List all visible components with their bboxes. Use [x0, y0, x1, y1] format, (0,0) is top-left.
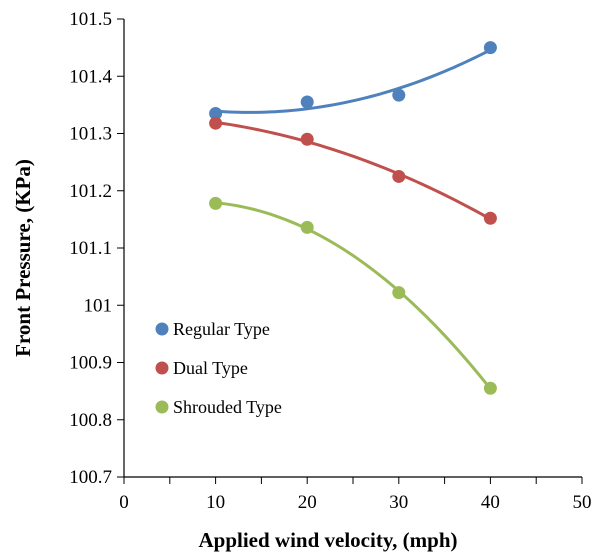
trend-line [215, 48, 492, 114]
trend-line [215, 201, 492, 390]
legend: Regular Type Dual Type Shrouded Type [155, 319, 282, 417]
data-point [209, 116, 223, 130]
x-tick-label: 10 [206, 492, 225, 513]
data-point [209, 196, 223, 210]
x-tick-label: 20 [298, 492, 317, 513]
data-point [392, 88, 406, 102]
y-tick-label: 101.5 [69, 9, 112, 30]
data-point [300, 220, 314, 234]
data-point [209, 106, 223, 120]
data-point [392, 286, 406, 300]
legend-label: Regular Type [173, 319, 270, 339]
data-point [300, 95, 314, 109]
y-tick-label: 101.3 [69, 124, 112, 145]
y-tick-label: 101.1 [69, 238, 112, 259]
legend-marker [155, 361, 169, 375]
data-point [483, 381, 497, 395]
x-tick-label: 40 [481, 492, 500, 513]
x-tick-label: 30 [389, 492, 408, 513]
legend-marker [155, 322, 169, 336]
trend-line [215, 120, 492, 221]
legend-label: Dual Type [173, 358, 248, 378]
x-tick-label: 50 [573, 492, 592, 513]
legend-label: Shrouded Type [173, 397, 282, 417]
y-tick-label: 101.4 [69, 66, 112, 87]
x-axis-title: Applied wind velocity, (mph) [198, 528, 457, 552]
y-axis-title: Front Pressure, (KPa) [11, 159, 35, 357]
trend-lines [215, 48, 492, 390]
data-point [300, 132, 314, 146]
y-tick-label: 100.8 [69, 410, 112, 431]
y-tick-label: 101 [84, 295, 113, 316]
y-ticks: 100.7 100.8 100.9 101 101.1 101.2 101.3 101.4 10… [69, 9, 124, 488]
y-tick-label: 100.9 [69, 353, 112, 374]
data-point [483, 211, 497, 225]
x-ticks: 0 10 20 30 40 50 [119, 477, 592, 513]
y-tick-label: 100.7 [69, 467, 112, 488]
x-tick-label: 0 [119, 492, 129, 513]
data-point [392, 169, 406, 183]
data-points [209, 41, 497, 395]
y-tick-label: 101.2 [69, 181, 112, 202]
legend-marker [155, 400, 169, 414]
data-point [483, 41, 497, 55]
